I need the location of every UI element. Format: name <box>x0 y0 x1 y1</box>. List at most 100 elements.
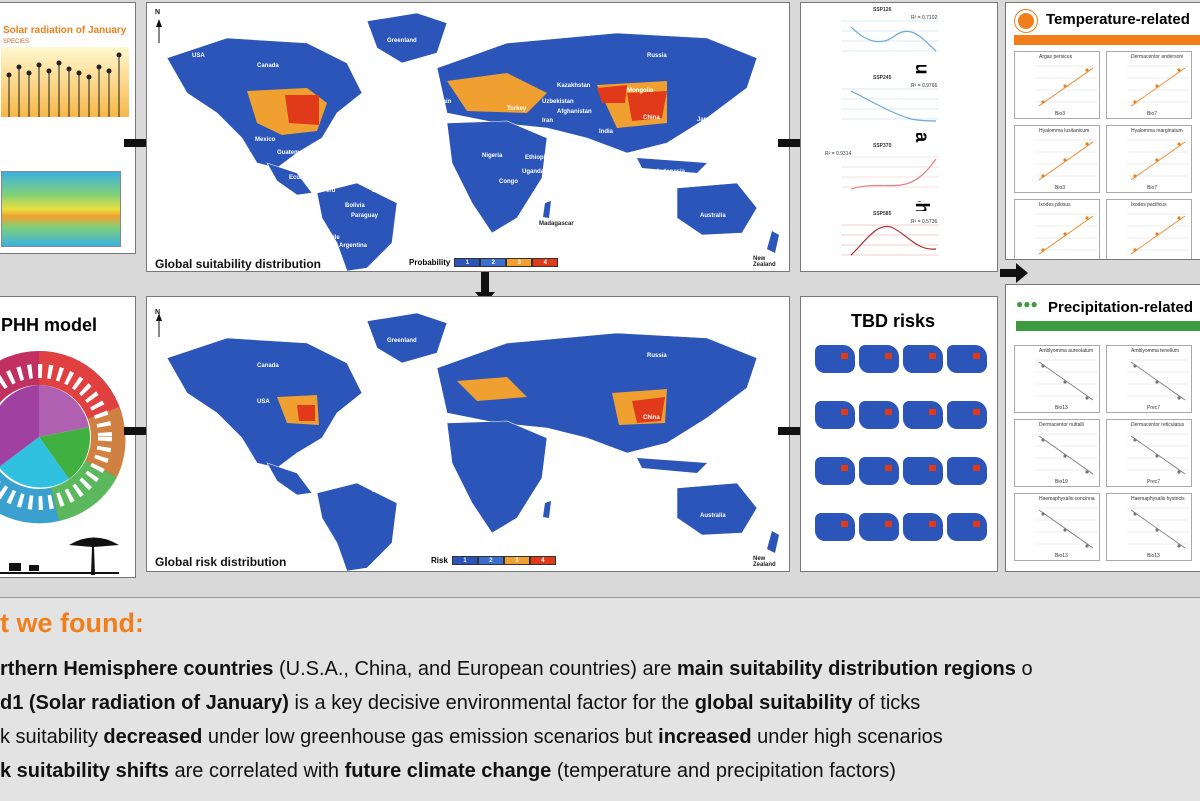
precipitation-xlabel: Bio13 <box>1055 405 1068 411</box>
label-ecuador: Ecuador <box>289 175 314 181</box>
precipitation-point <box>1085 396 1089 400</box>
north-arrow <box>156 19 162 43</box>
ssp245-chart: SSP245 R² = 0.9766 <box>821 75 941 133</box>
suitability-world-map <box>156 12 779 271</box>
risk-level-4: 4 <box>529 556 556 565</box>
temperature-point <box>1085 216 1089 220</box>
risk-north-label: N <box>155 309 161 316</box>
risk-label-russia: Russia <box>647 353 667 359</box>
risk-label-new-zealand: New Zealand <box>753 556 776 568</box>
precipitation-chart-5: Haemaphysalis concinna Bio13 <box>1014 493 1100 561</box>
precipitation-point <box>1063 380 1067 384</box>
tbd-hotspot <box>973 465 980 471</box>
ssp370-label: SSP370 <box>873 143 892 149</box>
risk-caption: Global risk distribution <box>155 555 287 569</box>
temperature-point <box>1085 142 1089 146</box>
label-australia: Australia <box>700 213 726 219</box>
temperature-point <box>1063 158 1067 162</box>
temperature-species-label: Ixodes pilosus <box>1039 202 1071 208</box>
temperature-point <box>1041 248 1045 252</box>
savanna-silhouette <box>0 537 119 575</box>
temperature-chart-3: Hyalomma lusitanicum Bio3 <box>1014 125 1100 193</box>
temperature-title: Temperature-related <box>1046 11 1190 28</box>
finding-1: rthern Hemisphere countries (U.S.A., Chi… <box>0 658 1033 681</box>
finding-4-bold-c: future climate change <box>344 760 552 782</box>
precipitation-point <box>1177 396 1181 400</box>
temperature-trend-svg <box>1035 213 1097 255</box>
temperature-trend-svg <box>1127 213 1189 255</box>
label-turkey: Turkey <box>507 106 527 112</box>
phh-wheel <box>0 351 126 524</box>
arrow-to-right <box>1000 263 1028 283</box>
tbd-hotspot <box>885 521 892 527</box>
ssp245-r2: R² = 0.9766 <box>911 83 938 89</box>
tbd-risk-map-thumb <box>815 457 855 485</box>
precipitation-trend-svg <box>1035 359 1097 401</box>
precipitation-xlabel: Bio19 <box>1055 479 1068 485</box>
label-brazil: Brazil <box>372 188 389 194</box>
risk-map-panel: N Greenland Canada Russia USA China Braz… <box>146 296 790 572</box>
precipitation-trend-svg <box>1127 359 1189 401</box>
precipitation-title: Precipitation-related <box>1048 299 1194 316</box>
precipitation-point <box>1041 438 1045 442</box>
probability-level-4: 4 <box>532 258 559 267</box>
label-usa: USA <box>192 53 205 59</box>
precipitation-point <box>1155 454 1159 458</box>
finding-4-text-d: (temperature and precipitation factors) <box>551 760 896 782</box>
precipitation-chart-2: Amblyomma tenellum Prec7 <box>1106 345 1192 413</box>
label-uganda: Uganda <box>522 169 545 175</box>
tbd-hotspot <box>929 409 936 415</box>
tbd-hotspot <box>973 409 980 415</box>
temperature-trend-svg <box>1035 139 1097 181</box>
precipitation-point <box>1085 470 1089 474</box>
tbd-hotspot <box>885 465 892 471</box>
finding-3-text-f: under high scenarios <box>751 726 943 748</box>
precipitation-xlabel: Prec7 <box>1147 479 1161 485</box>
tbd-risk-map-thumb <box>903 345 943 373</box>
tbd-risk-map-thumb <box>815 345 855 373</box>
label-mexico: Mexico <box>255 137 276 143</box>
tbd-hotspot <box>841 353 848 359</box>
probability-level-3: 3 <box>506 258 533 267</box>
ssp370-r2: R² = 0.9314 <box>825 151 852 157</box>
precipitation-point <box>1155 528 1159 532</box>
precipitation-point <box>1063 454 1067 458</box>
tbd-hotspot <box>841 521 848 527</box>
risk-label-greenland: Greenland <box>387 338 417 344</box>
tbd-risk-map-thumb <box>859 345 899 373</box>
temperature-panel: Temperature-related Argas persicus Bio3 De… <box>1005 2 1200 260</box>
phh-model-title: PHH model <box>1 315 98 335</box>
tbd-hotspot <box>885 353 892 359</box>
temperature-point <box>1063 232 1067 236</box>
tbd-risks-panel: TBD risks <box>800 296 998 572</box>
label-ethiopia: Ethiopia <box>525 155 549 161</box>
temperature-point <box>1177 68 1181 72</box>
precipitation-point <box>1177 470 1181 474</box>
sun-icon <box>1018 13 1034 29</box>
label-philippine: Philippine <box>687 145 716 151</box>
temperature-point <box>1133 248 1137 252</box>
label-indonesia: Indonesia <box>657 169 686 175</box>
north-label: N <box>155 9 161 16</box>
temperature-species-label: Hyalomma marginatum <box>1131 128 1183 134</box>
solar-chart-subtitle: SPECIES <box>3 39 30 45</box>
raindrop-icon: ●●● <box>1016 297 1038 311</box>
label-greenland: Greenland <box>387 38 417 44</box>
temperature-point <box>1133 174 1137 178</box>
suitability-map-panel: Greenland Canada Russia USA Spain Mongol… <box>146 2 790 272</box>
tbd-hotspot <box>973 353 980 359</box>
finding-4-text-b: are correlated with <box>168 760 345 782</box>
precipitation-xlabel: Bio13 <box>1147 553 1160 559</box>
risk-world-map <box>156 312 779 571</box>
label-congo: Congo <box>499 179 518 185</box>
finding-1-bold-a: rthern Hemisphere countries <box>0 658 274 680</box>
future-shifts-panel: Future suitability shifts SSP126 R² = 0.… <box>800 2 998 272</box>
finding-3-bold-e: increased <box>658 726 752 748</box>
tbd-risk-map-thumb <box>947 457 987 485</box>
precipitation-xlabel: Prec7 <box>1147 405 1161 411</box>
finding-2-bold-c: global suitability <box>694 692 853 714</box>
risk-level-2: 2 <box>477 556 504 565</box>
tbd-risks-title: TBD risks <box>851 311 936 331</box>
tbd-risk-map-thumb <box>815 513 855 541</box>
finding-2-text-b: is a key decisive environmental factor f… <box>288 692 695 714</box>
